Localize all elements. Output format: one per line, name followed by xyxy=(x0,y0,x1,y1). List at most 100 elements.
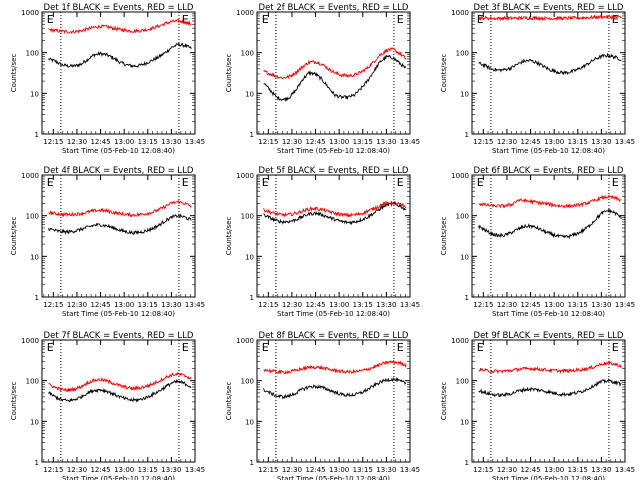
chart-panel-4: Det 4f BLACK = Events, RED = LLD 1 10 100 10… xyxy=(10,166,205,318)
y-tick-label: 1 xyxy=(35,131,39,139)
x-tick-label: 12:15 xyxy=(258,301,278,309)
event-marker: E xyxy=(612,176,619,189)
chart-title: Det 1f BLACK = Events, RED = LLD xyxy=(44,3,194,13)
x-tick-label: 13:15 xyxy=(353,466,373,474)
series-line-events xyxy=(478,207,622,240)
x-tick-label: 13:45 xyxy=(185,466,205,474)
series-line-events xyxy=(263,54,407,102)
event-marker: E xyxy=(262,13,269,26)
event-marker: E xyxy=(182,176,189,189)
x-tick-label: 13:45 xyxy=(185,301,205,309)
y-axis-label: Counts/sec xyxy=(10,382,18,421)
y-tick-label: 100 xyxy=(26,213,39,221)
y-tick-label: 10 xyxy=(30,253,39,261)
chart-panel-6: Det 6f BLACK = Events, RED = LLD 1 10 100 10… xyxy=(440,166,635,318)
x-tick-label: 12:30 xyxy=(282,301,302,309)
y-tick-label: 100 xyxy=(456,213,469,221)
chart-title: Det 7f BLACK = Events, RED = LLD xyxy=(44,331,194,341)
x-tick-label: 13:00 xyxy=(114,466,134,474)
x-tick-label: 12:45 xyxy=(305,138,325,146)
x-tick-label: 13:00 xyxy=(544,466,564,474)
chart-title: Det 5f BLACK = Events, RED = LLD xyxy=(259,166,409,176)
y-tick-label: 1000 xyxy=(451,337,469,345)
event-marker: E xyxy=(262,176,269,189)
y-tick-label: 1000 xyxy=(236,172,254,180)
x-tick-label: 12:45 xyxy=(520,138,540,146)
plot-frame xyxy=(41,174,196,298)
y-axis-label: Counts/sec xyxy=(225,54,233,93)
x-tick-label: 12:30 xyxy=(67,301,87,309)
x-tick-label: 13:45 xyxy=(185,138,205,146)
series-line-lld xyxy=(263,200,407,218)
x-axis-label: Start Time (05-Feb-10 12:08:40) xyxy=(492,475,605,480)
event-marker: E xyxy=(397,176,404,189)
series-line-events xyxy=(478,52,622,76)
x-tick-label: 12:45 xyxy=(90,301,110,309)
x-axis-label: Start Time (05-Feb-10 12:08:40) xyxy=(492,310,605,318)
y-tick-label: 1 xyxy=(35,294,39,302)
y-axis-label: Counts/sec xyxy=(440,54,448,93)
x-tick-label: 13:00 xyxy=(329,138,349,146)
event-marker: E xyxy=(47,341,54,354)
plot-frame xyxy=(471,11,626,135)
series-line-lld xyxy=(478,360,622,375)
y-axis-label: Counts/sec xyxy=(10,217,18,256)
x-tick-label: 13:30 xyxy=(591,466,611,474)
x-tick-label: 13:15 xyxy=(353,138,373,146)
x-tick-label: 12:30 xyxy=(497,466,517,474)
x-tick-label: 12:30 xyxy=(67,138,87,146)
y-axis-label: Counts/sec xyxy=(440,382,448,421)
event-marker: E xyxy=(47,13,54,26)
x-tick-label: 13:30 xyxy=(161,301,181,309)
y-tick-label: 10 xyxy=(460,418,469,426)
x-tick-label: 12:15 xyxy=(258,466,278,474)
y-axis-label: Counts/sec xyxy=(225,382,233,421)
event-marker: E xyxy=(182,341,189,354)
x-tick-label: 12:45 xyxy=(305,466,325,474)
event-marker: E xyxy=(612,341,619,354)
x-tick-label: 12:45 xyxy=(90,466,110,474)
y-axis-label: Counts/sec xyxy=(225,217,233,256)
x-tick-label: 13:15 xyxy=(138,138,158,146)
y-tick-label: 100 xyxy=(241,378,254,386)
plot-frame xyxy=(41,11,196,135)
chart-panel-1: Det 1f BLACK = Events, RED = LLD 1 10 100 10… xyxy=(10,3,205,155)
y-tick-label: 100 xyxy=(456,50,469,58)
y-tick-label: 100 xyxy=(241,213,254,221)
y-tick-label: 10 xyxy=(30,418,39,426)
x-tick-label: 13:30 xyxy=(591,138,611,146)
x-tick-label: 12:15 xyxy=(473,301,493,309)
y-tick-label: 1000 xyxy=(21,172,39,180)
x-tick-label: 13:30 xyxy=(376,138,396,146)
plot-frame xyxy=(256,174,411,298)
plot-frame xyxy=(256,11,411,135)
chart-title: Det 9f BLACK = Events, RED = LLD xyxy=(474,331,624,341)
x-axis-label: Start Time (05-Feb-10 12:08:40) xyxy=(492,147,605,155)
chart-panel-2: Det 2f BLACK = Events, RED = LLD 1 10 100 10… xyxy=(225,3,420,155)
x-tick-label: 13:30 xyxy=(591,301,611,309)
y-tick-label: 10 xyxy=(460,253,469,261)
x-tick-label: 13:15 xyxy=(568,138,588,146)
y-tick-label: 1 xyxy=(465,131,469,139)
y-tick-label: 10 xyxy=(460,90,469,98)
x-tick-label: 12:15 xyxy=(473,466,493,474)
x-tick-label: 12:15 xyxy=(473,138,493,146)
y-tick-label: 1 xyxy=(35,459,39,467)
event-marker: E xyxy=(262,341,269,354)
series-line-lld xyxy=(263,359,407,375)
x-tick-label: 13:00 xyxy=(114,138,134,146)
chart-title: Det 2f BLACK = Events, RED = LLD xyxy=(259,3,409,13)
series-line-events xyxy=(263,201,407,226)
event-marker: E xyxy=(182,13,189,26)
x-tick-label: 13:45 xyxy=(400,466,420,474)
x-tick-label: 13:45 xyxy=(615,466,635,474)
series-line-events xyxy=(48,41,192,69)
y-tick-label: 1000 xyxy=(236,337,254,345)
x-tick-label: 12:30 xyxy=(497,138,517,146)
series-line-events xyxy=(48,378,192,403)
chart-panel-8: Det 8f BLACK = Events, RED = LLD 1 10 100 10… xyxy=(225,331,420,480)
series-line-events xyxy=(478,377,622,398)
event-marker: E xyxy=(397,341,404,354)
y-tick-label: 100 xyxy=(456,378,469,386)
x-axis-label: Start Time (05-Feb-10 12:08:40) xyxy=(277,310,390,318)
